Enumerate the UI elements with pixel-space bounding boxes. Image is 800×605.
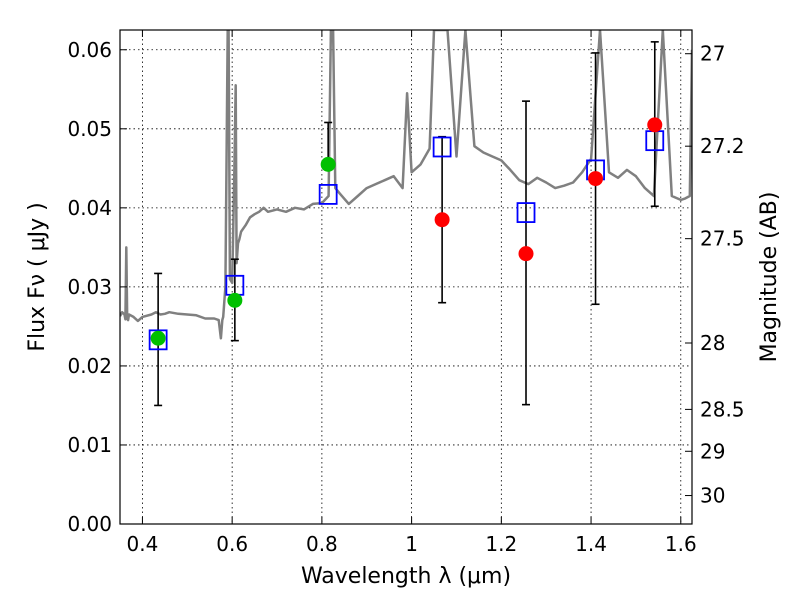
model-photometry-square bbox=[432, 136, 452, 158]
right-tick-label: 29 bbox=[700, 439, 725, 463]
y-tick-label: 0.01 bbox=[67, 433, 112, 457]
plot-frame bbox=[119, 29, 693, 525]
y-tick-label: 0.03 bbox=[67, 275, 112, 299]
right-tick-label: 27 bbox=[700, 42, 725, 66]
right-tick-label: 27.2 bbox=[700, 134, 745, 158]
right-tick-label: 27.5 bbox=[700, 227, 745, 251]
right-tick-label: 30 bbox=[700, 484, 725, 508]
right-tick-label: 28.5 bbox=[700, 397, 745, 421]
x-tick-label: 1.6 bbox=[665, 532, 697, 556]
right-axis-label: Magnitude (AB) bbox=[757, 192, 782, 363]
x-tick-label: 0.4 bbox=[127, 532, 159, 556]
right-tick-label: 28 bbox=[700, 331, 725, 355]
nir-data-point bbox=[518, 246, 534, 262]
optical-data-point bbox=[227, 292, 243, 308]
nir-data-point bbox=[434, 212, 450, 228]
nir-data-point bbox=[647, 117, 663, 133]
model-photometry-square bbox=[148, 329, 168, 351]
x-tick-label: 1.4 bbox=[575, 532, 607, 556]
model-spectrum-line bbox=[120, 30, 692, 340]
y-tick-label: 0.02 bbox=[67, 354, 112, 378]
y-tick-label: 0.00 bbox=[67, 512, 112, 536]
y-tick-label: 0.04 bbox=[67, 196, 112, 220]
model-photometry-square bbox=[516, 202, 536, 223]
marker-layer bbox=[148, 117, 665, 351]
x-tick-label: 1 bbox=[405, 532, 418, 556]
optical-data-point bbox=[150, 330, 166, 346]
axis-ticks: 0.4 0.6 0.8 1 1.2 1.4 1.6 0.00 0.01 0.02 0.03 0.04 0… bbox=[67, 30, 745, 556]
optical-data-point bbox=[320, 156, 336, 172]
model-photometry-square bbox=[318, 184, 338, 205]
x-axis-label: Wavelength λ (μm) bbox=[301, 564, 511, 589]
y-tick-label: 0.06 bbox=[67, 38, 112, 62]
spectrum-layer bbox=[120, 30, 692, 340]
y-axis-label: Flux Fν ( μJy ) bbox=[25, 202, 50, 351]
x-tick-label: 1.2 bbox=[485, 532, 517, 556]
x-tick-label: 0.8 bbox=[306, 532, 338, 556]
nir-data-point bbox=[588, 171, 604, 187]
y-tick-label: 0.05 bbox=[67, 117, 112, 141]
x-tick-label: 0.6 bbox=[216, 532, 248, 556]
